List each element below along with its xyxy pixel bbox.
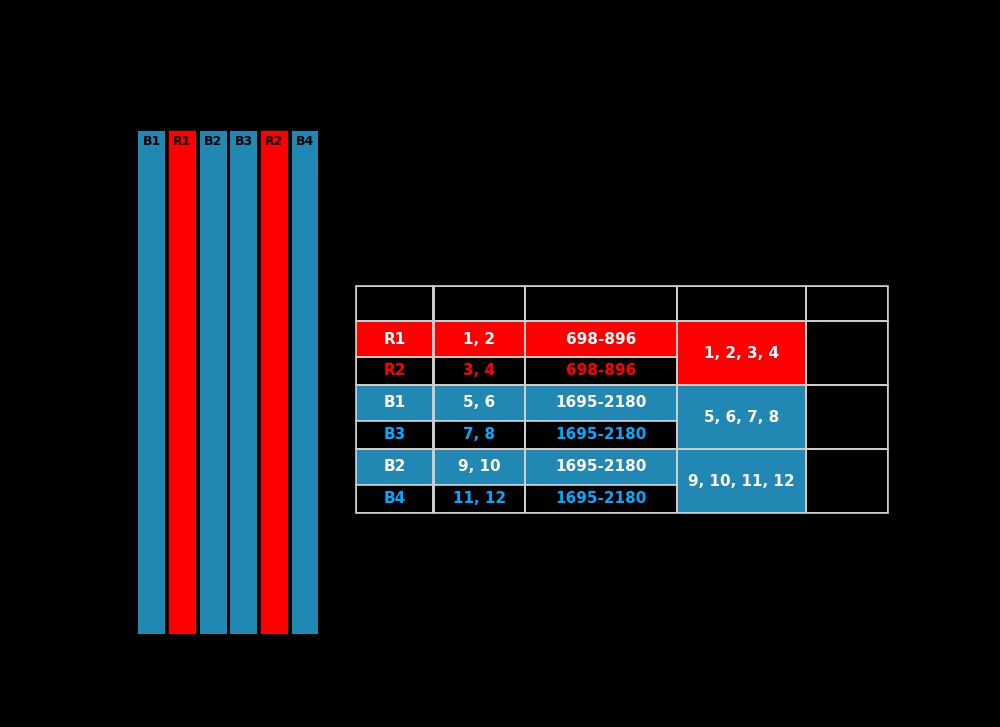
Bar xyxy=(526,358,676,385)
Bar xyxy=(678,450,805,513)
Text: 9, 10, 11, 12: 9, 10, 11, 12 xyxy=(688,473,795,489)
Bar xyxy=(526,486,676,513)
Bar xyxy=(807,450,887,513)
Text: B3: B3 xyxy=(235,135,253,148)
Bar xyxy=(525,421,677,449)
Text: 698-896: 698-896 xyxy=(566,332,636,347)
Bar xyxy=(356,421,433,449)
Bar xyxy=(525,321,677,357)
Bar xyxy=(230,131,257,634)
Bar xyxy=(356,357,433,385)
Text: 698-896: 698-896 xyxy=(566,364,636,379)
Bar xyxy=(357,286,432,321)
Bar xyxy=(807,286,887,321)
Text: 1, 2: 1, 2 xyxy=(463,332,495,347)
Text: B1: B1 xyxy=(143,135,161,148)
Text: B2: B2 xyxy=(204,135,222,148)
Bar xyxy=(261,131,288,634)
Text: B1: B1 xyxy=(384,395,406,411)
Text: 7, 8: 7, 8 xyxy=(463,427,495,443)
Bar xyxy=(356,449,433,485)
Bar xyxy=(433,485,525,513)
Bar xyxy=(357,322,432,356)
Text: 9, 10: 9, 10 xyxy=(458,459,500,474)
Bar xyxy=(435,450,524,483)
Bar xyxy=(357,358,432,385)
Bar xyxy=(435,486,524,513)
Bar xyxy=(525,286,677,321)
Bar xyxy=(435,358,524,385)
Bar xyxy=(678,322,805,385)
Bar xyxy=(677,286,806,321)
Bar xyxy=(526,422,676,449)
Bar xyxy=(228,130,259,635)
Bar xyxy=(357,486,432,513)
Bar xyxy=(525,385,677,421)
Bar xyxy=(137,130,167,635)
Bar xyxy=(200,131,227,634)
Bar xyxy=(806,385,888,449)
Bar xyxy=(433,286,525,321)
Text: 5, 6, 7, 8: 5, 6, 7, 8 xyxy=(704,410,779,425)
Bar xyxy=(198,130,228,635)
Bar xyxy=(357,422,432,449)
Bar xyxy=(356,286,433,321)
Bar xyxy=(290,130,320,635)
Bar xyxy=(357,450,432,483)
Bar xyxy=(356,321,433,357)
Bar xyxy=(677,385,806,449)
Bar xyxy=(678,386,805,449)
Text: 1695-2180: 1695-2180 xyxy=(555,491,647,506)
Bar xyxy=(167,130,198,635)
Bar xyxy=(435,422,524,449)
Bar xyxy=(435,322,524,356)
Text: R2: R2 xyxy=(383,364,406,379)
Bar xyxy=(433,421,525,449)
Bar xyxy=(435,286,524,321)
Bar xyxy=(525,485,677,513)
Bar xyxy=(806,286,888,321)
Bar xyxy=(356,485,433,513)
Bar xyxy=(433,357,525,385)
Text: B4: B4 xyxy=(296,135,314,148)
Bar xyxy=(526,386,676,419)
Text: 11, 12: 11, 12 xyxy=(453,491,506,506)
Text: 1, 2, 3, 4: 1, 2, 3, 4 xyxy=(704,346,779,361)
Bar xyxy=(526,322,676,356)
Bar xyxy=(356,385,433,421)
Bar xyxy=(526,286,676,321)
Bar xyxy=(806,449,888,513)
Bar xyxy=(356,286,888,513)
Bar xyxy=(259,130,290,635)
Text: 3, 4: 3, 4 xyxy=(463,364,495,379)
Text: 1695-2180: 1695-2180 xyxy=(555,427,647,443)
Bar xyxy=(433,321,525,357)
Bar xyxy=(292,131,318,634)
Bar xyxy=(169,131,196,634)
Bar xyxy=(435,386,524,419)
Bar xyxy=(433,385,525,421)
Text: R2: R2 xyxy=(265,135,284,148)
Bar xyxy=(525,357,677,385)
Bar xyxy=(677,449,806,513)
Bar xyxy=(138,131,165,634)
Text: B2: B2 xyxy=(384,459,406,474)
Text: B4: B4 xyxy=(384,491,406,506)
Text: 1695-2180: 1695-2180 xyxy=(555,395,647,411)
Bar xyxy=(807,386,887,449)
Bar xyxy=(433,449,525,485)
Text: 5, 6: 5, 6 xyxy=(463,395,495,411)
Bar xyxy=(807,322,887,385)
Bar xyxy=(678,286,805,321)
Text: R1: R1 xyxy=(384,332,406,347)
Text: B3: B3 xyxy=(384,427,406,443)
Bar xyxy=(806,321,888,385)
Bar xyxy=(525,449,677,485)
Bar xyxy=(357,386,432,419)
Text: 1695-2180: 1695-2180 xyxy=(555,459,647,474)
Bar xyxy=(526,450,676,483)
Text: R1: R1 xyxy=(173,135,192,148)
Bar xyxy=(677,321,806,385)
